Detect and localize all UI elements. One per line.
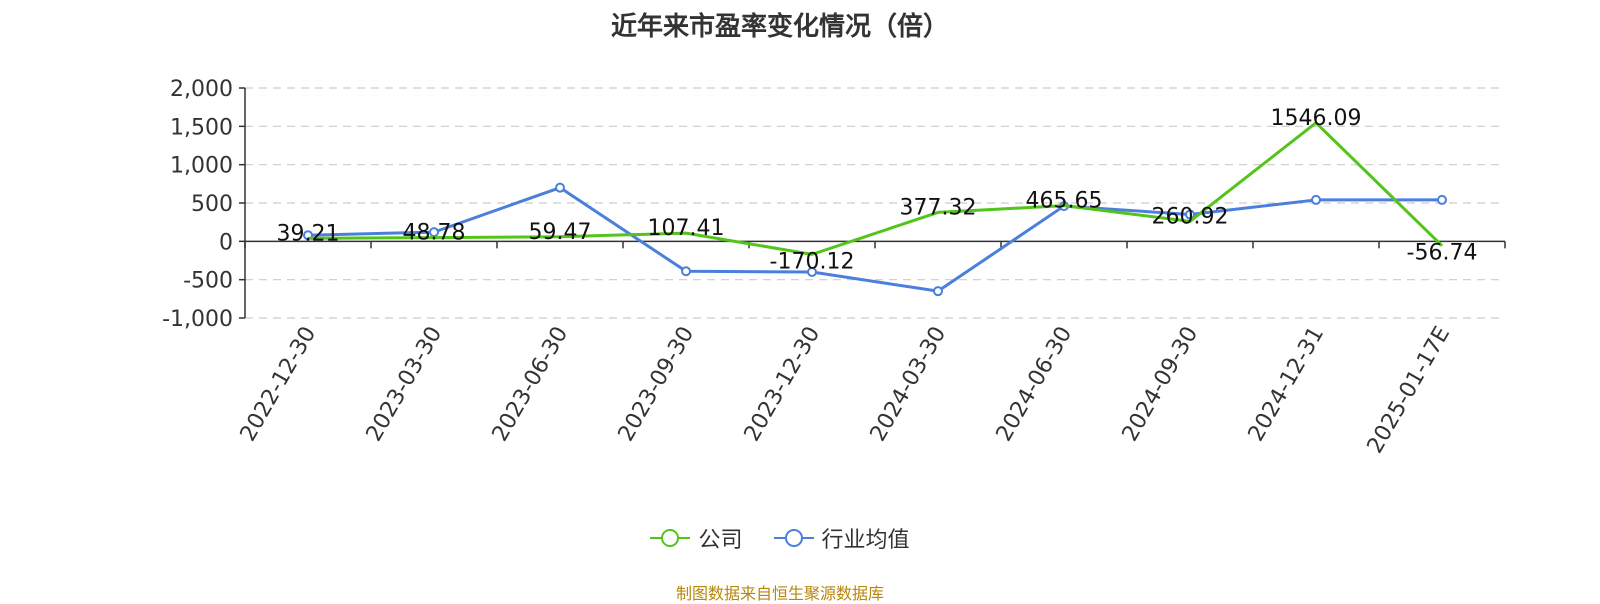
legend-label-industry: 行业均值 bbox=[821, 528, 910, 553]
legend-line-circle-icon bbox=[650, 529, 691, 547]
x-tick-label: 2024-06-30 bbox=[992, 323, 1078, 446]
company-line bbox=[307, 121, 1444, 256]
company-data-label: 260.92 bbox=[1152, 204, 1229, 229]
data-labels: 39.21 48.78 59.47 107.41 -170.12 377.32 465.65… bbox=[277, 106, 1478, 275]
industry-line bbox=[307, 186, 1442, 293]
industry-point bbox=[1311, 194, 1321, 205]
data-source-note: 制图数据来自恒生聚源数据库 bbox=[675, 584, 884, 603]
company-data-label: 1546.09 bbox=[1271, 106, 1362, 131]
x-tick-label: 2023-06-30 bbox=[488, 323, 574, 446]
y-tick-label: -500 bbox=[183, 269, 233, 294]
chart-title: 近年来市盈率变化情况（倍） bbox=[610, 12, 949, 42]
y-tick-label: 0 bbox=[219, 230, 233, 255]
x-tick-label: 2024-03-30 bbox=[866, 323, 952, 446]
x-tick-label: 2022-12-30 bbox=[236, 323, 322, 446]
industry-point bbox=[555, 182, 565, 193]
y-tick-label: 1,500 bbox=[170, 115, 233, 140]
industry-point bbox=[1185, 209, 1195, 220]
company-data-label: 59.47 bbox=[529, 220, 592, 245]
x-tick-label: 2023-03-30 bbox=[362, 323, 448, 446]
company-data-label: 377.32 bbox=[900, 195, 977, 220]
x-tick-label: 2023-09-30 bbox=[614, 323, 700, 446]
legend-item-company[interactable]: 公司 bbox=[650, 522, 743, 554]
company-data-label: 107.41 bbox=[648, 216, 725, 241]
company-data-label: -170.12 bbox=[770, 249, 855, 274]
legend-label-company: 公司 bbox=[698, 528, 743, 553]
industry-point bbox=[681, 266, 691, 277]
y-tick-label: -1,000 bbox=[162, 307, 233, 332]
legend: 公司 行业均值 bbox=[0, 522, 1560, 554]
y-tick-label: 2,000 bbox=[170, 77, 233, 102]
company-data-label: 465.65 bbox=[1026, 189, 1103, 214]
x-tick-label: 2024-09-30 bbox=[1118, 323, 1204, 446]
y-tick-label: 1,000 bbox=[170, 154, 233, 179]
y-tick-label: 500 bbox=[191, 192, 233, 217]
company-data-label: -56.74 bbox=[1407, 241, 1478, 266]
legend-item-industry[interactable]: 行业均值 bbox=[773, 522, 910, 554]
series-lines bbox=[303, 121, 1447, 297]
company-data-label: 39.21 bbox=[277, 221, 340, 246]
grid-lines bbox=[245, 87, 1505, 319]
industry-point bbox=[807, 267, 817, 277]
x-tick-label: 2024-12-31 bbox=[1244, 323, 1330, 446]
x-tick-label: 2025-01-17E bbox=[1363, 323, 1456, 458]
industry-point bbox=[1437, 194, 1447, 205]
industry-point bbox=[933, 286, 943, 297]
company-data-label: 48.78 bbox=[403, 221, 466, 246]
x-tick-label: 2023-12-30 bbox=[740, 323, 826, 446]
legend-line-circle-icon bbox=[773, 529, 814, 547]
